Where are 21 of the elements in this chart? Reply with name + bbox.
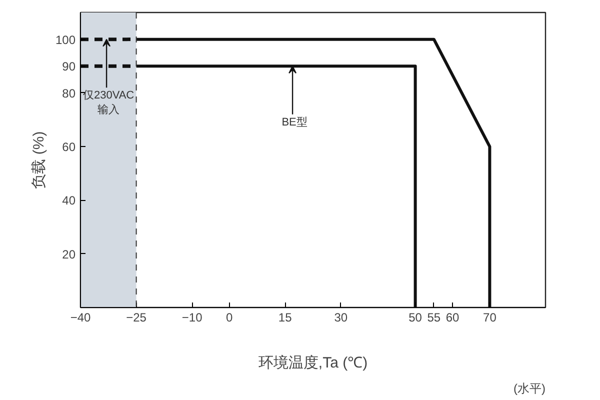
text: (水平) <box>514 382 546 396</box>
y-axis-title: 负载 (%) <box>30 131 48 189</box>
x-tick-label: 70 <box>483 310 497 324</box>
annotation: 仅230VAC 输入 <box>82 90 134 116</box>
x-tick-label: 30 <box>334 310 348 324</box>
annotation: BE型 <box>282 116 308 128</box>
x-tick-label: 15 <box>278 310 292 324</box>
x-tick-label: 0 <box>226 310 233 324</box>
y-tick-label: 20 <box>62 247 76 262</box>
y-tick-label: 40 <box>62 194 76 208</box>
x-tick-label: 55 <box>427 310 441 324</box>
x-tick-label: −25 <box>126 310 147 324</box>
y-tick-label: 90 <box>62 60 76 74</box>
x-tick-label: −10 <box>182 310 203 324</box>
x-tick-label: −40 <box>70 310 92 324</box>
y-tick-label: 60 <box>62 140 76 154</box>
y-tick-label: 80 <box>62 86 76 100</box>
y-tick-label: 100 <box>55 32 76 47</box>
x-tick-label: 50 <box>408 310 422 324</box>
x-axis-title: 环境温度,Ta (℃) <box>258 354 368 372</box>
x-tick-label: 60 <box>446 310 460 324</box>
